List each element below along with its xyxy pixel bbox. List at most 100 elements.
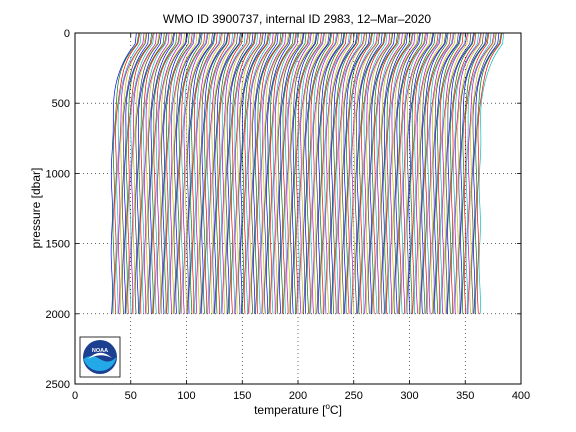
profile-line: [406, 32, 434, 314]
profile-lines: [110, 32, 505, 314]
profile-line: [340, 32, 366, 314]
profile-line: [356, 32, 383, 314]
profile-line: [214, 32, 241, 314]
x-tick-label: 150: [233, 390, 251, 402]
profile-line: [168, 32, 195, 314]
profile-line: [245, 32, 271, 314]
profile-line: [419, 32, 447, 314]
profile-line: [166, 32, 193, 314]
profile-line: [358, 32, 386, 314]
noaa-bird: [88, 352, 112, 359]
profile-line: [160, 32, 188, 314]
profile-line: [120, 32, 147, 314]
profile-line: [310, 32, 338, 314]
profile-line: [236, 32, 263, 314]
profile-line: [384, 32, 411, 314]
profile-line: [365, 32, 393, 314]
profile-line: [402, 32, 429, 314]
profile-line: [312, 32, 339, 314]
profile-line: [123, 32, 150, 314]
profile-line: [314, 32, 340, 314]
profile-line: [382, 32, 408, 314]
profile-line: [415, 32, 442, 314]
profile-line: [127, 32, 154, 314]
profile-line: [279, 32, 305, 314]
profile-line: [295, 32, 322, 314]
profile-line: [145, 32, 173, 314]
profile-line: [286, 32, 312, 314]
y-tick-label: 1500: [46, 239, 70, 251]
profile-line: [410, 32, 436, 314]
profile-line: [380, 32, 407, 314]
profile-line: [255, 32, 282, 314]
chart-title: WMO ID 3900737, internal ID 2983, 12–Mar…: [163, 12, 431, 26]
profile-line: [445, 32, 472, 314]
profile-line: [434, 32, 461, 314]
profile-line: [401, 32, 428, 314]
profile-line: [116, 32, 142, 314]
profile-line: [125, 32, 153, 314]
profile-line: [229, 32, 256, 314]
profile-line: [188, 32, 215, 314]
profile-line: [308, 32, 335, 314]
profile-line: [441, 32, 468, 314]
profile-line: [467, 32, 495, 314]
profile-line: [475, 32, 502, 314]
profile-line: [151, 32, 178, 314]
profile-line: [277, 32, 304, 314]
profile-line: [352, 32, 380, 314]
profile-line: [421, 32, 448, 314]
profile-line: [460, 32, 487, 314]
x-axis-title: temperature [oC]: [254, 402, 342, 417]
profile-line: [197, 32, 223, 314]
profile-line: [336, 32, 363, 314]
profile-line: [414, 32, 441, 314]
profile-line: [190, 32, 216, 314]
profile-line: [364, 32, 391, 314]
profile-line: [158, 32, 185, 314]
y-tick-label: 2500: [46, 379, 70, 391]
profile-line: [325, 32, 352, 314]
profile-line: [134, 32, 161, 314]
profile-line: [195, 32, 222, 314]
x-tick-label: 0: [72, 390, 78, 402]
profile-line: [218, 32, 244, 314]
profile-line: [471, 32, 497, 314]
profile-line: [249, 32, 276, 314]
profile-line: [138, 32, 165, 314]
profile-line: [412, 32, 439, 314]
profile-line: [469, 32, 496, 314]
profile-line: [327, 32, 353, 314]
profile-line: [456, 32, 483, 314]
profile-line: [275, 32, 302, 314]
profile-line: [338, 32, 365, 314]
profile-line: [389, 32, 416, 314]
profile-line: [110, 32, 137, 314]
profile-line: [251, 32, 277, 314]
profile-line: [219, 32, 246, 314]
profile-line: [266, 32, 292, 314]
profile-line: [306, 32, 333, 314]
profile-line: [378, 32, 406, 314]
profile-line: [454, 32, 482, 314]
profile-line: [264, 32, 291, 314]
profile-line: [397, 32, 424, 314]
profile-line: [297, 32, 325, 314]
profile-line: [144, 32, 170, 314]
profile-line: [347, 32, 373, 314]
profile-line: [303, 32, 330, 314]
profile-line: [230, 32, 257, 314]
profile-line: [232, 32, 259, 314]
profile-line: [284, 32, 311, 314]
profile-line: [463, 32, 490, 314]
profile-line: [234, 32, 262, 314]
y-axis-title: pressure [dbar]: [29, 168, 43, 249]
profile-line: [458, 32, 484, 314]
profile-line: [121, 32, 148, 314]
profile-line: [430, 32, 456, 314]
profile-line: [182, 32, 209, 314]
x-tick-label: 400: [512, 390, 530, 402]
axis-ticks: 0 50 100 150 200 250 300 350 400 0 500 1000 1500 2000…: [46, 28, 531, 402]
profile-line: [131, 32, 157, 314]
profile-line: [360, 32, 387, 314]
